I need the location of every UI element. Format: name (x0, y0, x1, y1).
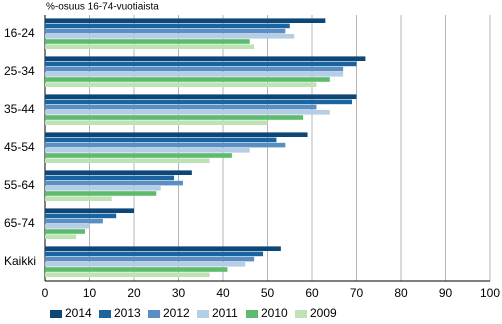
bar (45, 132, 308, 137)
bar (45, 104, 317, 110)
legend-label: 2009 (310, 306, 337, 320)
y-tick-label: 55-64 (4, 178, 35, 192)
legend-swatch (246, 310, 258, 318)
bar (45, 142, 286, 148)
bar (45, 229, 86, 234)
legend-label: 2012 (163, 306, 190, 320)
x-tick-label: 50 (261, 286, 275, 300)
bar (45, 153, 232, 158)
bar (45, 148, 250, 153)
chart-title: %-osuus 16-74-vuotiaista (46, 2, 159, 13)
x-tick-label: 60 (305, 286, 319, 300)
bar (45, 170, 192, 175)
bar (45, 256, 255, 262)
y-tick-label: 16-24 (4, 26, 35, 40)
bar (45, 158, 210, 163)
bar (45, 208, 134, 213)
bar (45, 34, 295, 39)
bar (45, 82, 317, 87)
bar (45, 218, 103, 224)
bar (45, 251, 264, 257)
x-tick-label: 70 (350, 286, 364, 300)
y-tick-label: 35-44 (4, 102, 35, 116)
x-tick-label: 80 (394, 286, 408, 300)
bar (45, 44, 255, 49)
bar (45, 94, 357, 99)
legend-swatch (99, 310, 111, 318)
bar (45, 267, 228, 272)
bar (45, 262, 246, 267)
bar (45, 196, 112, 201)
x-tick-label: 40 (216, 286, 230, 300)
x-tick-label: 90 (439, 286, 453, 300)
bar (45, 18, 326, 23)
bar (45, 175, 175, 181)
y-tick-label: 25-34 (4, 64, 35, 78)
bar (45, 234, 77, 239)
x-tick-label: 10 (83, 286, 97, 300)
bar (45, 137, 277, 143)
bar (45, 120, 268, 125)
bar (45, 180, 183, 186)
bar (45, 191, 157, 196)
y-tick-label: 45-54 (4, 140, 35, 154)
legend-swatch (50, 310, 62, 318)
bar (45, 110, 330, 115)
legend-label: 2010 (261, 306, 288, 320)
bar (45, 72, 344, 77)
bar (45, 272, 210, 277)
y-tick-label: 65-74 (4, 216, 35, 230)
x-tick-label: 20 (127, 286, 141, 300)
bar (45, 213, 117, 219)
bar (45, 66, 344, 72)
legend-swatch (197, 310, 209, 318)
bar (45, 39, 250, 44)
y-tick-label: Kaikki (4, 254, 36, 268)
bar (45, 186, 161, 191)
legend-label: 2011 (212, 306, 238, 320)
legend-label: 2014 (65, 306, 92, 320)
legend-swatch (295, 310, 307, 318)
x-tick-label: 0 (42, 286, 49, 300)
x-tick-label: 100 (480, 286, 500, 300)
bar (45, 23, 290, 29)
bar (45, 115, 304, 120)
legend-label: 2013 (114, 306, 141, 320)
bar (45, 61, 357, 67)
bar (45, 246, 281, 251)
x-tick-label: 30 (172, 286, 186, 300)
bar (45, 99, 353, 105)
bar (45, 28, 286, 34)
bar (45, 77, 330, 82)
legend-swatch (148, 310, 160, 318)
bar (45, 56, 366, 61)
bar (45, 224, 90, 229)
